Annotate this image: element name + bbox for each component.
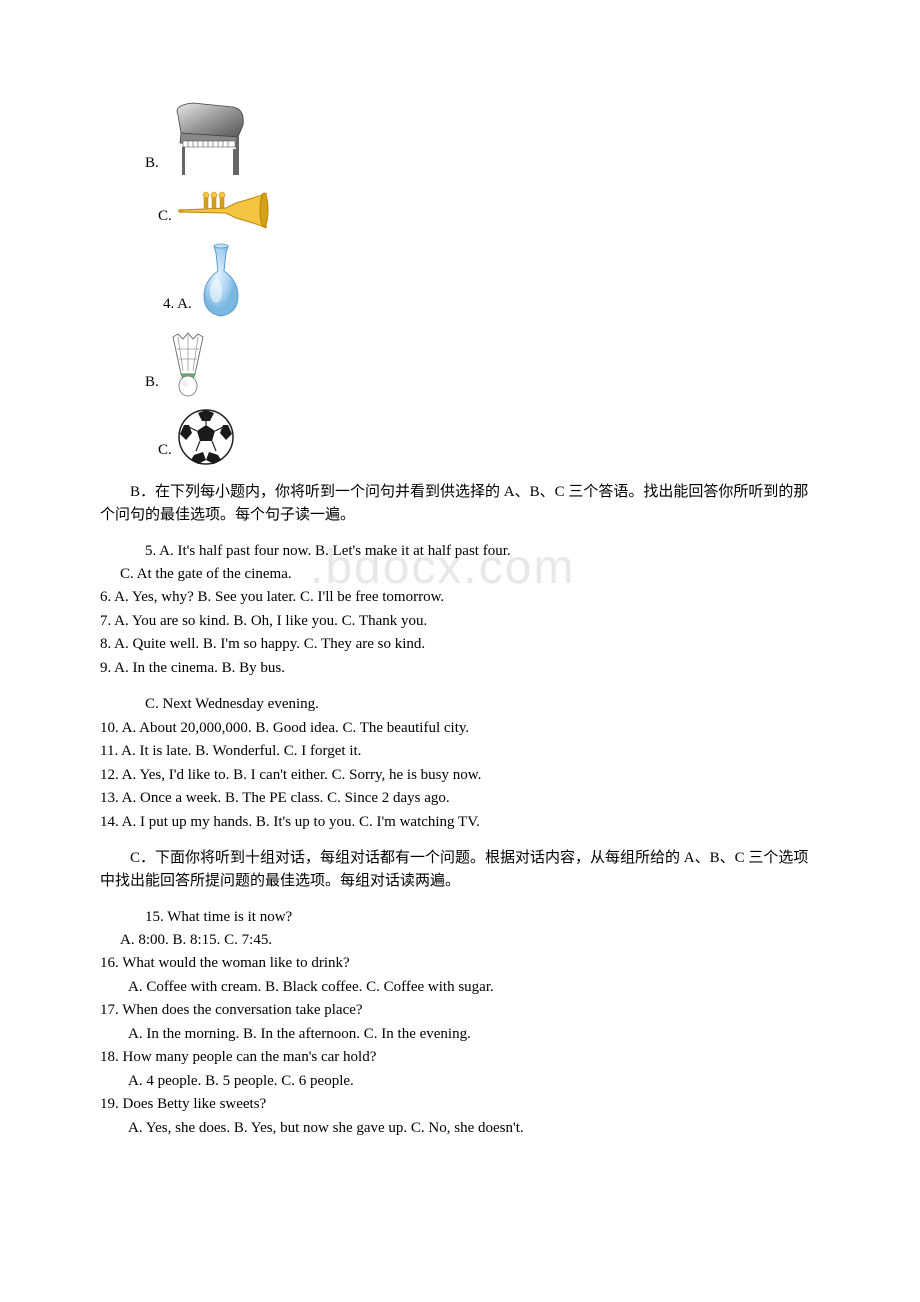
q18-question: 18. How many people can the man's car ho…: [100, 1046, 820, 1069]
vase-icon: [196, 241, 246, 321]
q6: 6. A. Yes, why? B. See you later. C. I'l…: [100, 586, 820, 609]
q19-answers: A. Yes, she does. B. Yes, but now she ga…: [128, 1117, 820, 1140]
section-b-instructions: B．在下列每小题内，你将听到一个问句并看到供选择的 A、B、C 三个答语。找出能…: [100, 481, 820, 526]
option-4a-row: 4. A.: [100, 241, 820, 321]
q10: 10. A. About 20,000,000. B. Good idea. C…: [100, 717, 820, 740]
piano-icon: [163, 95, 253, 180]
q18-answers: A. 4 people. B. 5 people. C. 6 people.: [128, 1070, 820, 1093]
q7: 7. A. You are so kind. B. Oh, I like you…: [100, 610, 820, 633]
q17-question: 17. When does the conversation take plac…: [100, 999, 820, 1022]
q15-question: 15. What time is it now?: [145, 906, 820, 929]
q5-line2: C. At the gate of the cinema.: [120, 563, 820, 586]
q14: 14. A. I put up my hands. B. It's up to …: [100, 811, 820, 834]
q16-answers: A. Coffee with cream. B. Black coffee. C…: [128, 976, 820, 999]
option-4a-label: 4. A.: [163, 293, 196, 322]
q9c: C. Next Wednesday evening.: [145, 693, 820, 716]
option-4c-row: C.: [100, 407, 820, 467]
option-4c-label: C.: [158, 439, 176, 468]
option-4b-row: B.: [100, 329, 820, 399]
q12: 12. A. Yes, I'd like to. B. I can't eith…: [100, 764, 820, 787]
section-c-instructions: C．下面你将听到十组对话，每组对话都有一个问题。根据对话内容，从每组所给的 A、…: [100, 847, 820, 892]
trumpet-icon: [176, 188, 271, 233]
q13: 13. A. Once a week. B. The PE class. C. …: [100, 787, 820, 810]
option-4b-label: B.: [145, 371, 163, 400]
q9: 9. A. In the cinema. B. By bus.: [100, 657, 820, 680]
q17-answers: A. In the morning. B. In the afternoon. …: [128, 1023, 820, 1046]
document-content: B.: [100, 95, 820, 1139]
option-3b-row: B.: [100, 95, 820, 180]
q16-question: 16. What would the woman like to drink?: [100, 952, 820, 975]
q11: 11. A. It is late. B. Wonderful. C. I fo…: [100, 740, 820, 763]
q15-answers: A. 8:00. B. 8:15. C. 7:45.: [120, 929, 820, 952]
q19-question: 19. Does Betty like sweets?: [100, 1093, 820, 1116]
option-3c-label: C.: [158, 205, 176, 234]
option-3c-row: C.: [100, 188, 820, 233]
q5-line1: 5. A. It's half past four now. B. Let's …: [145, 540, 820, 563]
option-3b-label: B.: [145, 152, 163, 181]
shuttlecock-icon: [163, 329, 213, 399]
soccer-icon: [176, 407, 236, 467]
q8: 8. A. Quite well. B. I'm so happy. C. Th…: [100, 633, 820, 656]
